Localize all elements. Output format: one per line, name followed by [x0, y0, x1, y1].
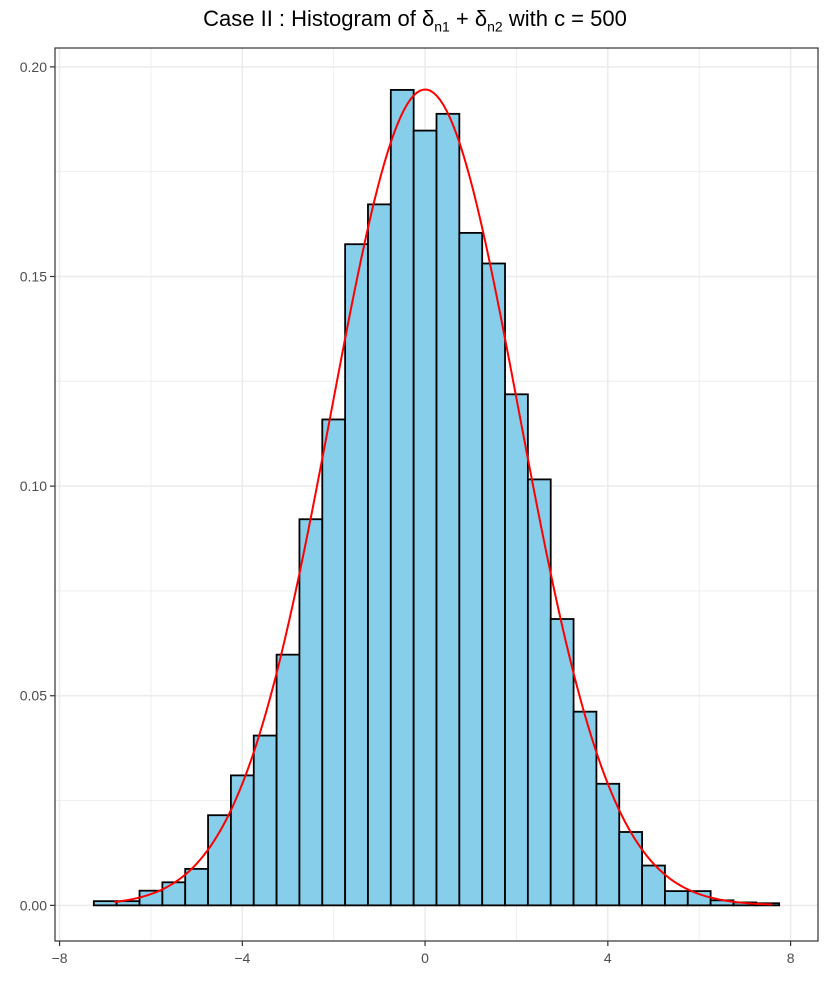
histogram-bar-5: [184, 867, 209, 907]
x-tick-label: −8: [52, 950, 68, 966]
panel-border: [54, 47, 819, 942]
histogram-bar-18: [481, 262, 506, 907]
histogram-bars: [92, 89, 781, 907]
histogram-bar-6: [207, 814, 232, 907]
x-tick-label: 8: [787, 950, 795, 966]
chart-title: Case II : Histogram of δn1 + δn2 with c …: [203, 6, 627, 35]
y-tick-label: 0.00: [20, 897, 47, 913]
histogram-bar-1: [92, 900, 118, 907]
histogram-bar-13: [367, 203, 392, 907]
histogram-bar-4: [161, 881, 187, 907]
x-tick-label: −4: [234, 950, 250, 966]
normal-density-curve: [114, 88, 773, 906]
density-curve-group: [114, 88, 773, 906]
histogram-bar-26: [664, 890, 689, 907]
histogram-bar-10: [298, 518, 324, 907]
delta-symbol-1: δ: [421, 6, 435, 31]
y-tick-label: 0.10: [20, 478, 47, 494]
x-tick-label: 4: [604, 950, 612, 966]
histogram-bar-8: [252, 734, 278, 907]
histogram-bar-15: [412, 129, 438, 907]
subscript-n1: n1: [434, 18, 450, 35]
axes: −8 −4 0 4 8 0.00 0.05 0.10 0.15 0.20: [20, 59, 795, 966]
histogram-bar-3: [138, 889, 164, 907]
y-tick-label: 0.15: [20, 268, 47, 284]
y-tick-label: 0.05: [20, 688, 47, 704]
x-tick-label: 0: [421, 950, 429, 966]
histogram-bar-9: [275, 653, 301, 907]
histogram-bar-20: [526, 478, 552, 907]
histogram-bar-17: [458, 231, 484, 907]
histogram-bar-16: [435, 112, 461, 907]
histogram-bar-25: [641, 864, 666, 907]
histogram-bar-7: [230, 774, 255, 907]
histogram-bar-11: [321, 418, 347, 907]
histogram-bar-12: [344, 243, 369, 907]
histogram-bar-19: [504, 393, 529, 907]
delta-symbol-2: δ: [474, 6, 488, 31]
histogram-bar-14: [389, 89, 415, 907]
y-tick-label: 0.20: [20, 59, 47, 75]
subscript-n2: n2: [487, 18, 503, 35]
